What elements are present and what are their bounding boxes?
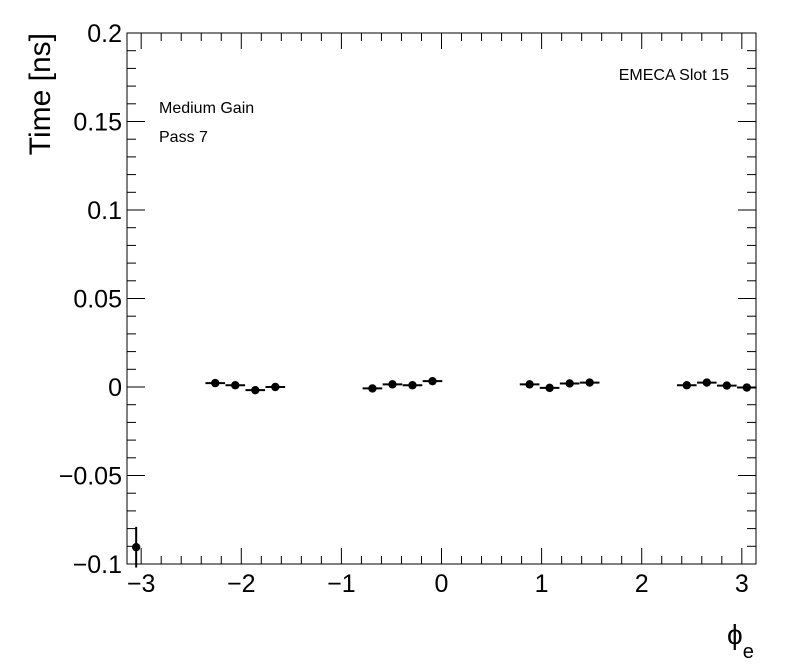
data-point bbox=[251, 385, 260, 395]
y-tick-label: −0.1 bbox=[73, 551, 122, 579]
data-point bbox=[211, 378, 220, 388]
x-tick-label: 1 bbox=[535, 570, 549, 598]
pass-label: Pass 7 bbox=[159, 129, 208, 146]
y-axis-label: Time [ns] bbox=[24, 33, 57, 155]
data-point bbox=[131, 542, 141, 552]
y-tick-label: 0.2 bbox=[87, 20, 122, 48]
data-point bbox=[722, 381, 732, 390]
data-point bbox=[565, 379, 574, 388]
data-point bbox=[702, 378, 711, 387]
data-points bbox=[131, 376, 757, 568]
data-point bbox=[408, 381, 417, 390]
data-point bbox=[231, 381, 240, 390]
x-tick-label: −1 bbox=[327, 570, 356, 598]
x-tick-label: 3 bbox=[735, 570, 749, 598]
y-tick-label: 0 bbox=[108, 374, 122, 402]
x-tick-label: −3 bbox=[127, 570, 156, 598]
data-point bbox=[545, 383, 554, 393]
data-point bbox=[388, 380, 397, 389]
x-tick-label: 2 bbox=[635, 570, 649, 598]
data-point bbox=[682, 381, 691, 390]
y-tick-label: 0.05 bbox=[73, 286, 122, 314]
data-point bbox=[428, 376, 437, 386]
x-tick-label: 0 bbox=[435, 570, 449, 598]
y-tick-label: 0.1 bbox=[87, 197, 122, 225]
data-point bbox=[525, 380, 534, 389]
x-axis-label-main: ϕ bbox=[727, 619, 743, 650]
data-point bbox=[271, 382, 280, 392]
x-tick-label: −2 bbox=[227, 570, 256, 598]
data-point bbox=[742, 383, 752, 392]
gain-label: Medium Gain bbox=[159, 100, 254, 117]
axis-ticks bbox=[127, 32, 756, 565]
x-axis-label: ϕe bbox=[727, 619, 754, 663]
x-tick-labels: −3 −2 −1 0 1 2 3 bbox=[127, 570, 749, 598]
x-axis-label-subscript: e bbox=[743, 641, 754, 663]
data-point bbox=[368, 384, 377, 393]
slot-label: EMECA Slot 15 bbox=[619, 67, 729, 84]
y-tick-labels: −0.1 −0.05 0 0.05 0.1 0.15 0.2 bbox=[59, 20, 122, 579]
y-tick-label: 0.15 bbox=[73, 109, 122, 137]
data-point bbox=[585, 378, 594, 387]
y-tick-label: −0.05 bbox=[59, 463, 122, 491]
